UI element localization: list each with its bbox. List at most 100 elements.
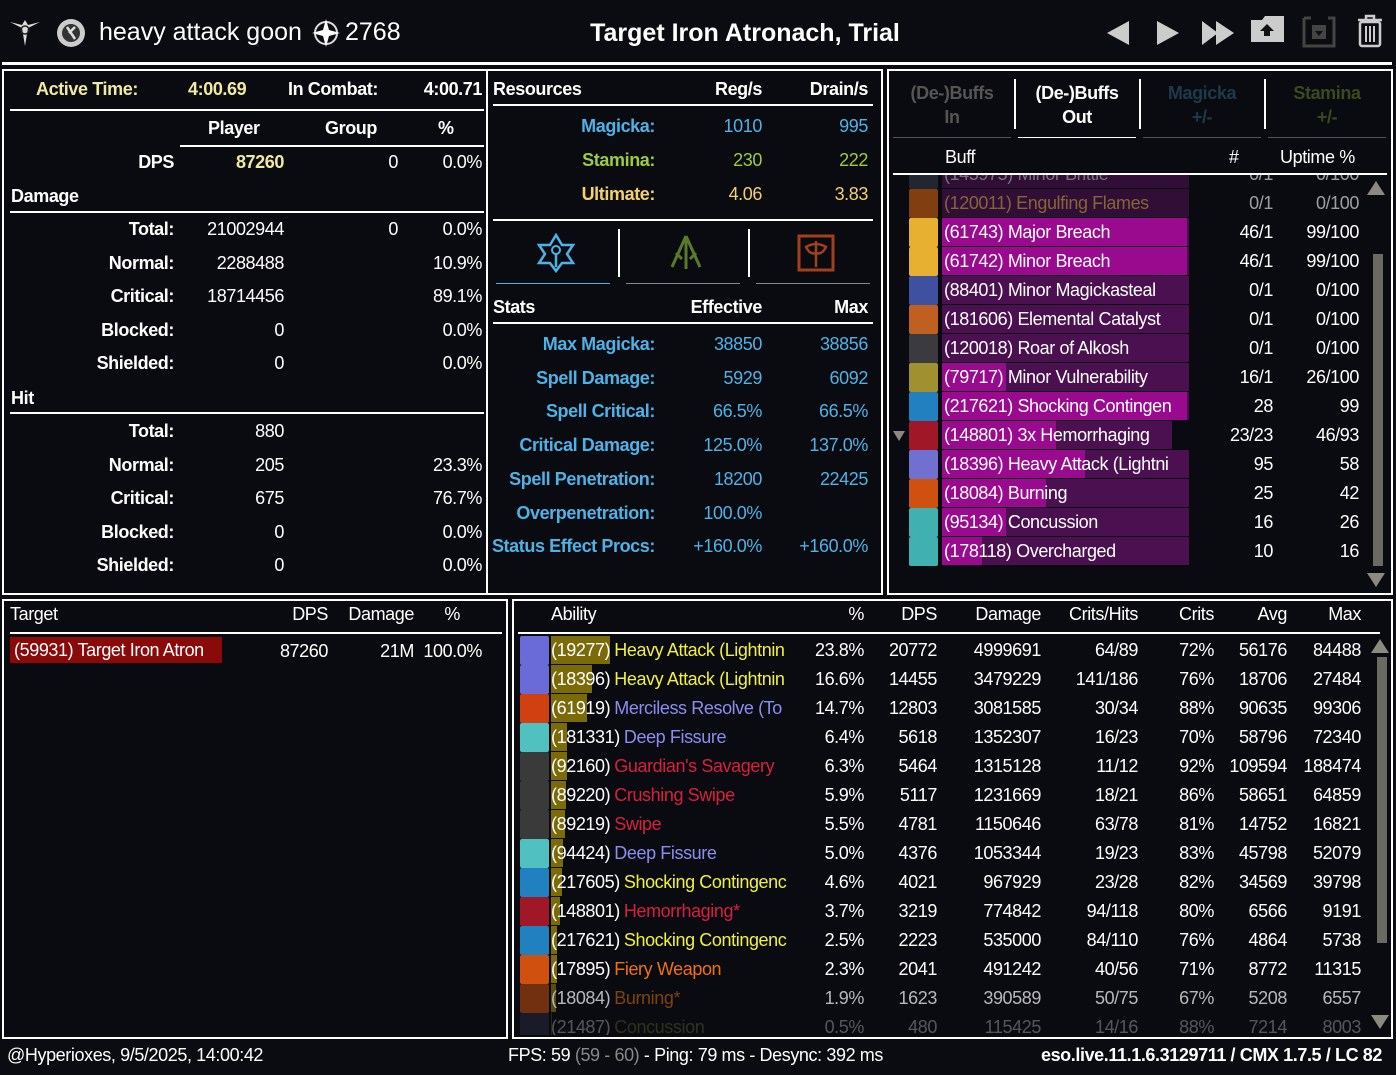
ability-row[interactable]: (89219) Swipe 5.5% 4781 1150646 63/78 81% 14752…	[514, 810, 1374, 839]
ability-id: (19277)	[551, 640, 611, 660]
buff-row[interactable]: (18084) Burning 25 42	[889, 479, 1375, 508]
target-panel: Target DPS Damage % (59931) Target Iron …	[2, 599, 508, 1039]
ability-dps: 480	[908, 1017, 937, 1035]
ability-avg: 34569	[1238, 872, 1287, 892]
buff-row[interactable]: (120011) Engulfing Flames 0/1 0/100	[889, 189, 1375, 218]
ability-damage: 1150646	[975, 814, 1041, 834]
ability-pct: 5.9%	[824, 785, 865, 805]
buff-row[interactable]: (88401) Minor Magickasteal 0/1 0/100	[889, 276, 1375, 305]
expand-icon[interactable]	[893, 431, 905, 441]
next-icon[interactable]	[1155, 20, 1181, 51]
ability-name: (92160) Guardian's Savagery	[551, 752, 803, 781]
save-icon[interactable]	[1302, 16, 1336, 53]
ability-row[interactable]: (18084) Burning* 1.9% 1623 390589 50/75 67% 520…	[514, 984, 1374, 1013]
ability-row[interactable]: (17895) Fiery Weapon 2.3% 2041 491242 40/56 71…	[514, 955, 1374, 984]
target-row[interactable]: (59931) Target Iron Atron 87260 21M 100.0%	[4, 637, 506, 666]
buff-row[interactable]: (95134) Concussion 16 26	[889, 508, 1375, 537]
dps-group: 0	[388, 152, 398, 172]
buff-tab-3[interactable]: Stamina +/-	[1268, 79, 1386, 137]
stats-title: Stats	[493, 297, 536, 317]
ability-row[interactable]: (21487) Concussion 0.5% 480 115425 14/16 88% 72…	[514, 1013, 1374, 1035]
row-label: Normal:	[108, 252, 175, 273]
ability-pct: 1.9%	[824, 988, 865, 1008]
previous-icon[interactable]	[1105, 20, 1131, 51]
buff-row[interactable]: (79717) Minor Vulnerability 16/1 26/100	[889, 363, 1375, 392]
row-label: Normal:	[108, 454, 175, 475]
ability-damage: 774842	[983, 901, 1041, 921]
buff-count: 0/1	[1249, 338, 1273, 358]
scroll-down-icon[interactable]	[1371, 1015, 1389, 1029]
ability-row[interactable]: (217605) Shocking Contingenc 4.6% 4021 96792…	[514, 868, 1374, 897]
ability-row[interactable]: (217621) Shocking Contingenc 2.5% 2223 53500…	[514, 926, 1374, 955]
stat-max: 137.0%	[809, 435, 868, 456]
ability-dps: 4021	[898, 872, 938, 892]
col-uptime: Uptime %	[1280, 147, 1355, 167]
row-pct: 76.7%	[432, 488, 482, 508]
buff-tab-1[interactable]: (De-)Buffs Out	[1018, 79, 1136, 137]
ability-crits-hits: 16/23	[1094, 727, 1138, 747]
buff-scrollbar[interactable]	[1373, 254, 1383, 566]
buff-name: (79717) Minor Vulnerability	[944, 367, 1148, 387]
ability-avg: 7214	[1248, 1017, 1288, 1035]
ability-share-bar	[551, 752, 567, 780]
ability-damage: 491242	[983, 959, 1041, 979]
col-reg: Reg/s	[714, 79, 762, 99]
scroll-up-icon[interactable]	[1367, 181, 1385, 195]
ability-row[interactable]: (148801) Hemorrhaging* 3.7% 3219 774842 94/11…	[514, 897, 1374, 926]
buff-bar-fill	[942, 392, 1187, 420]
buff-row[interactable]: (61742) Minor Breach 46/1 99/100	[889, 247, 1375, 276]
ability-max: 16821	[1312, 814, 1361, 834]
ability-scrollbar[interactable]	[1377, 657, 1387, 943]
ability-damage: 115425	[984, 1017, 1042, 1035]
health-stats-icon	[796, 233, 836, 278]
buff-row[interactable]: (120018) Roar of Alkosh 0/1 0/100	[889, 334, 1375, 363]
ability-icon	[520, 839, 549, 868]
buff-tab-0[interactable]: (De-)Buffs In	[893, 79, 1011, 137]
scroll-down-icon[interactable]	[1367, 573, 1385, 587]
ability-label: Heavy Attack (Lightnin	[614, 669, 785, 689]
health-stats-tab[interactable]	[756, 229, 876, 285]
ability-id: (18084)	[551, 988, 611, 1008]
buff-row[interactable]: (145975) Minor Brittle 0/1 0/100	[889, 175, 1375, 189]
row-group: 0	[388, 219, 398, 239]
buff-uptime: 16	[1339, 541, 1360, 561]
buff-bar-fill	[942, 450, 1086, 478]
magicka-stats-tab[interactable]	[496, 229, 616, 285]
ability-row[interactable]: (89220) Crushing Swipe 5.9% 5117 1231669 18/2…	[514, 781, 1374, 810]
buff-uptime: 99	[1339, 396, 1360, 416]
resource-reg: 4.06	[728, 184, 763, 204]
ability-row[interactable]: (92160) Guardian's Savagery 6.3% 5464 131512…	[514, 752, 1374, 781]
tab-underline	[626, 283, 740, 284]
col-ability: Ability	[551, 604, 597, 624]
divider	[518, 632, 1380, 634]
ability-row[interactable]: (181331) Deep Fissure 6.4% 5618 1352307 16/23…	[514, 723, 1374, 752]
buff-bar-fill	[942, 218, 1187, 246]
ability-row[interactable]: (19277) Heavy Attack (Lightnin 23.8% 20772 4…	[514, 636, 1374, 665]
buff-icon	[909, 421, 938, 450]
trash-icon[interactable]	[1356, 14, 1384, 53]
col-player: Player	[208, 118, 260, 138]
stat-effective: +160.0%	[693, 536, 762, 557]
ability-damage: 3479229	[973, 669, 1042, 689]
ability-row[interactable]: (94424) Deep Fissure 5.0% 4376 1053344 19/23 8…	[514, 839, 1374, 868]
buff-row[interactable]: (178118) Overcharged 10 16	[889, 537, 1375, 566]
buff-row[interactable]: (148801) 3x Hemorrhaging 23/23 46/93	[889, 421, 1375, 450]
champion-icon	[312, 19, 340, 52]
stamina-stats-tab[interactable]	[626, 229, 746, 285]
buff-row[interactable]: (217621) Shocking Contingen 28 99	[889, 392, 1375, 421]
tab-line2: In	[944, 107, 960, 127]
upload-icon[interactable]	[1250, 14, 1286, 49]
ability-icon	[520, 984, 549, 1013]
ability-share-bar	[551, 694, 588, 722]
ability-row[interactable]: (18396) Heavy Attack (Lightnin 16.6% 14455 3…	[514, 665, 1374, 694]
last-icon[interactable]	[1201, 20, 1235, 51]
stat-max: 6092	[829, 367, 869, 388]
ability-avg: 8772	[1248, 959, 1288, 979]
buff-row[interactable]: (61743) Major Breach 46/1 99/100	[889, 218, 1375, 247]
buff-row[interactable]: (181606) Elemental Catalyst 0/1 0/100	[889, 305, 1375, 334]
buff-tab-2[interactable]: Magicka +/-	[1143, 79, 1261, 137]
ability-row[interactable]: (61919) Merciless Resolve (To 14.7% 12803 30…	[514, 694, 1374, 723]
scroll-up-icon[interactable]	[1371, 639, 1389, 653]
buff-row[interactable]: (18396) Heavy Attack (Lightni 95 58	[889, 450, 1375, 479]
ability-max: 11315	[1314, 959, 1361, 979]
